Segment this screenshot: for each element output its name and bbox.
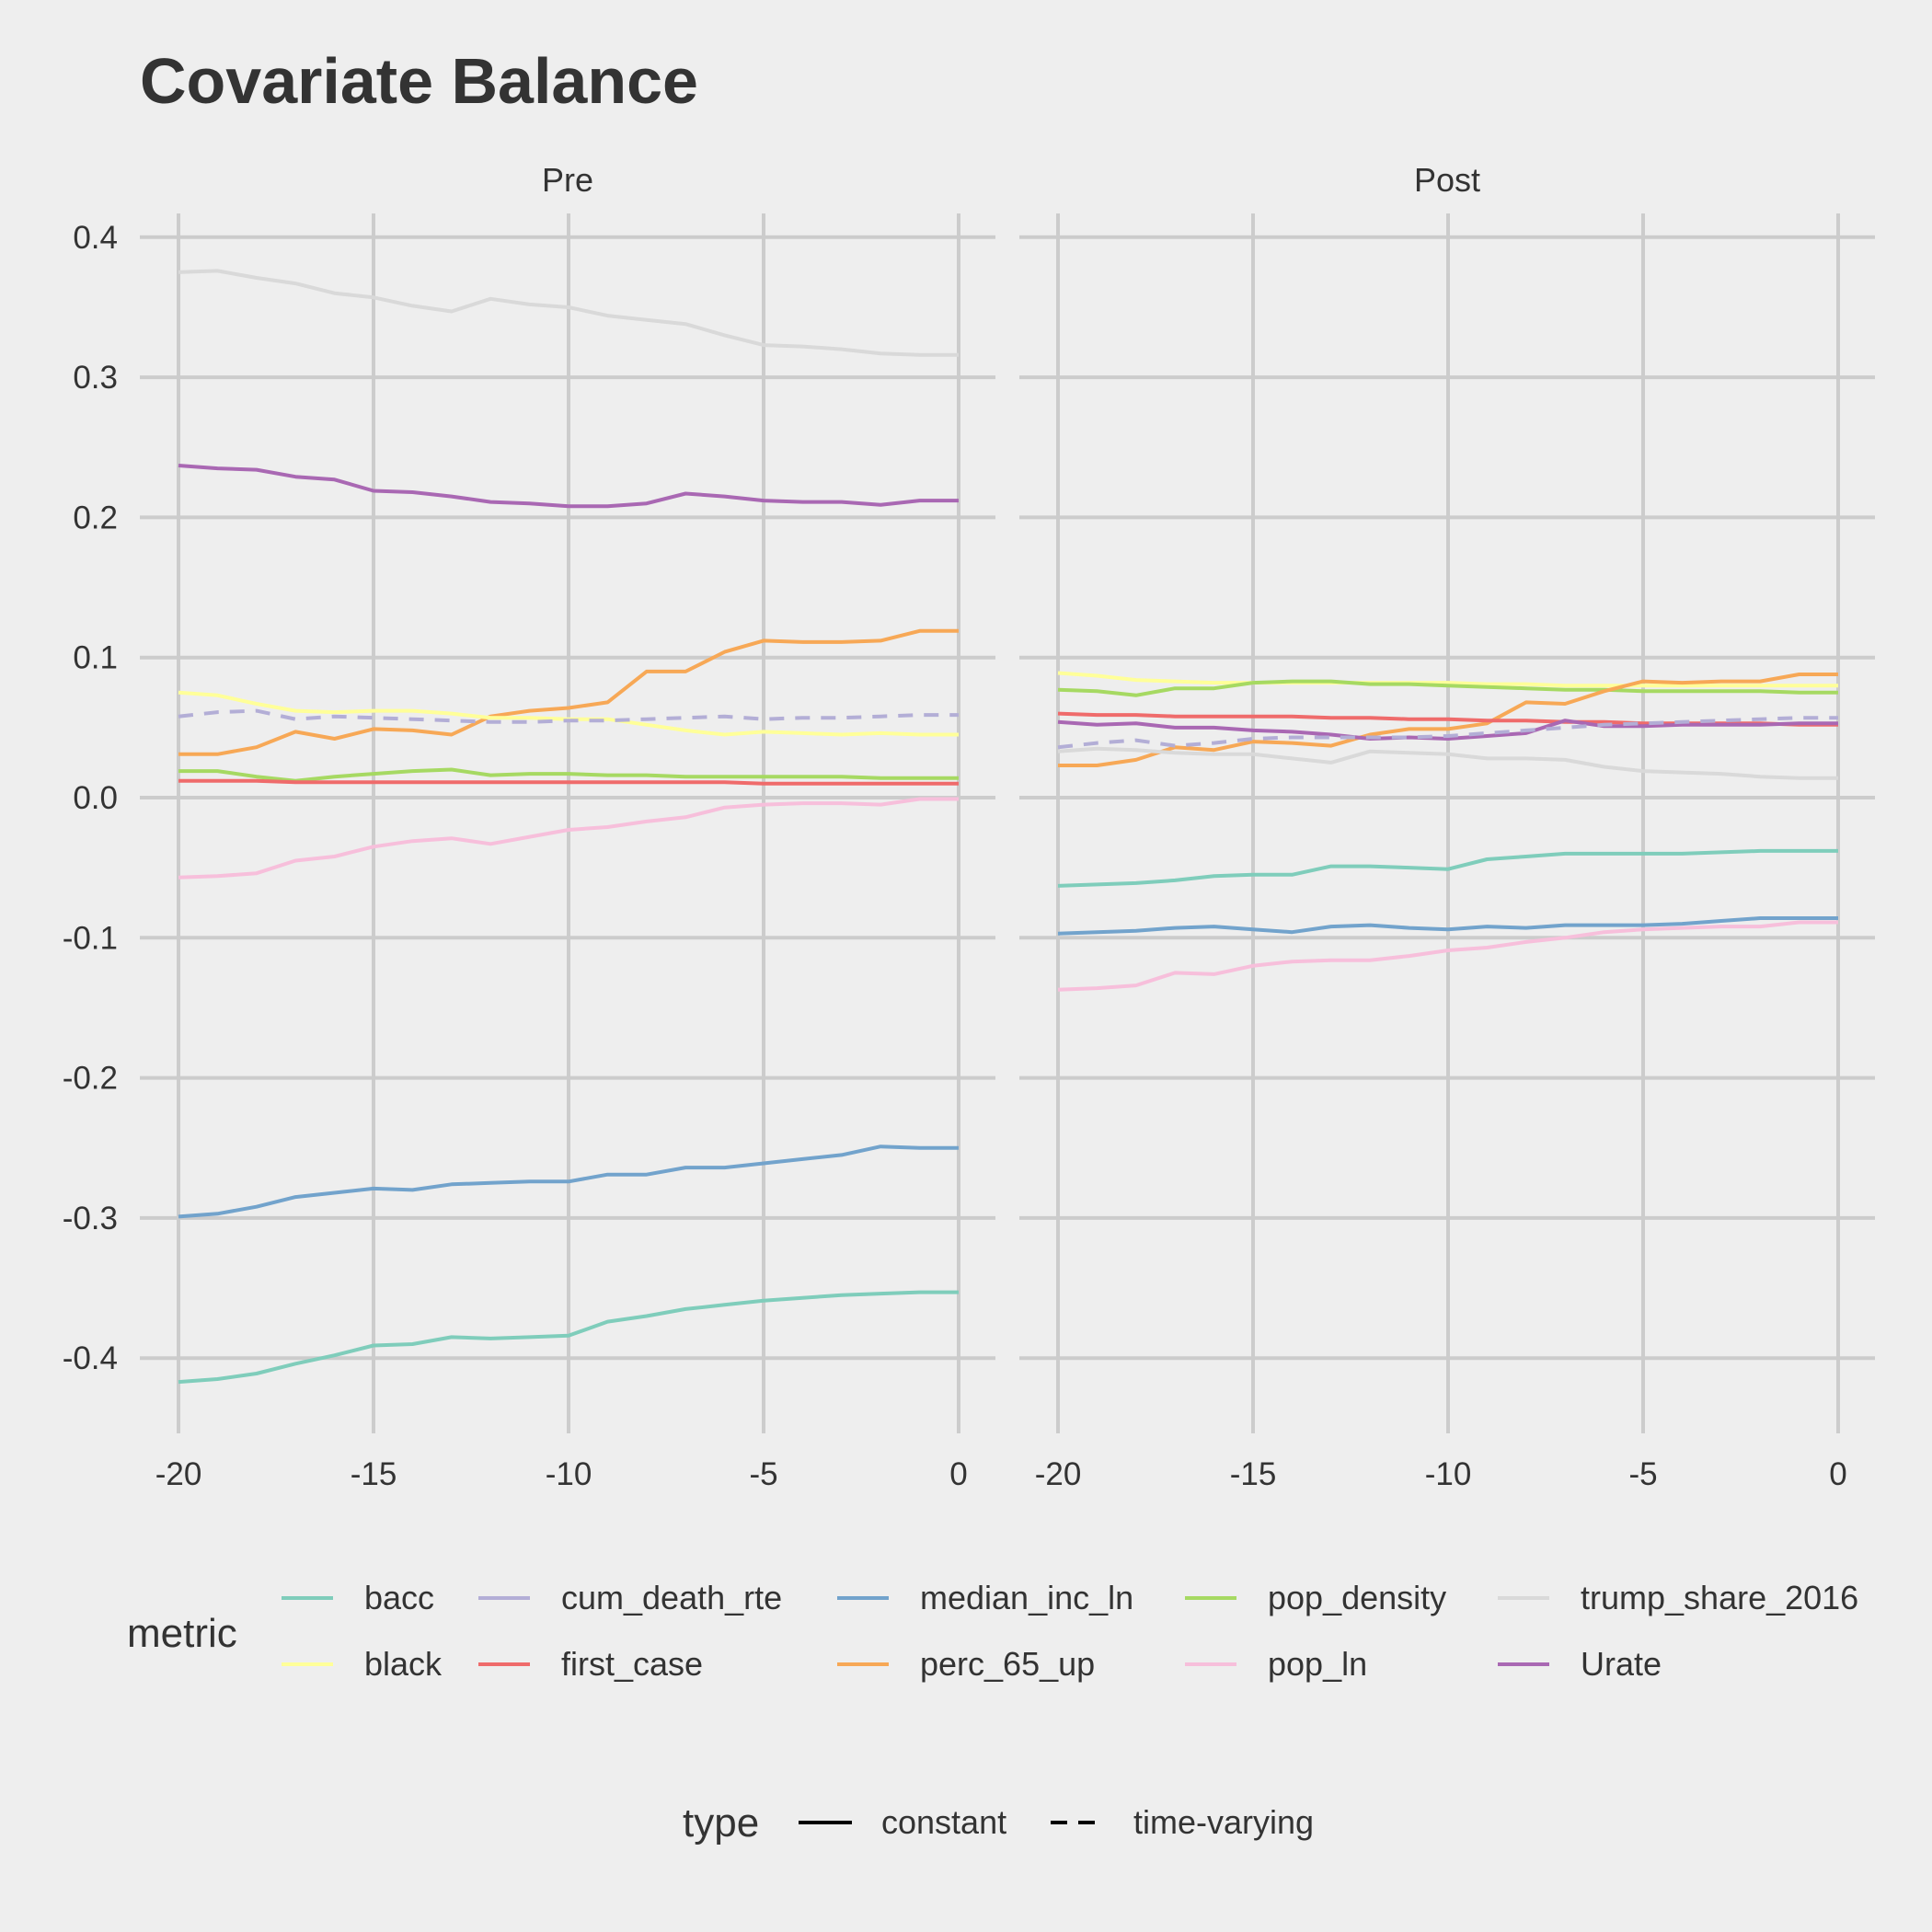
series-line-pop-ln [1057, 920, 1838, 992]
series-line-first-case [178, 778, 959, 786]
legend-label: trump_share_2016 [1581, 1579, 1858, 1616]
series-line-pop-ln [178, 797, 959, 880]
legend-label: first_case [561, 1645, 703, 1683]
series-line-cum-death-rte [178, 708, 959, 724]
metric-legend: metric bacc black cum_death_rte first_case m… [127, 1579, 1858, 1683]
legend-label: constant [881, 1803, 1006, 1841]
x-tick-label: 0 [1829, 1456, 1846, 1492]
legend-item-trump-share-2016: trump_share_2016 [1498, 1579, 1858, 1616]
y-tick-label: -0.4 [63, 1340, 118, 1376]
series-line-median-inc-ln [1057, 916, 1838, 936]
series-line-cum-death-rte [1057, 716, 1838, 750]
panel-strip-label: Post [1414, 161, 1480, 199]
legend-item-pop-density: pop_density [1185, 1579, 1446, 1616]
chart-title: Covariate Balance [140, 45, 698, 117]
y-tick-label: 0.3 [73, 360, 118, 396]
series-line-bacc [1057, 848, 1838, 888]
type-legend: type constant time-varying [683, 1800, 1314, 1846]
facet-panels: Pre -20 -15 -10 -5 0 Post -20 -15 -10 -5 0 [140, 161, 1875, 1492]
legend-item-median-inc-ln: median_inc_ln [837, 1579, 1133, 1616]
series-line-perc-65-up [1058, 673, 1838, 767]
legend-item-perc-65-up: perc_65_up [837, 1645, 1095, 1683]
series-line-urate [178, 464, 959, 509]
x-tick-label: -15 [1230, 1456, 1277, 1492]
x-tick-label: -20 [1035, 1456, 1082, 1492]
legend-item-cum-death-rte: cum_death_rte [478, 1579, 782, 1616]
legend-item-first-case: first_case [478, 1645, 703, 1683]
x-tick-label: 0 [949, 1456, 967, 1492]
series-line-perc-65-up [178, 628, 959, 756]
panel-strip-label: Pre [542, 161, 593, 199]
legend-item-constant: constant [799, 1803, 1006, 1841]
series-line-bacc [178, 1290, 959, 1385]
y-axis: 0.4 0.3 0.2 0.1 0.0 -0.1 -0.2 -0.3 -0.4 [63, 220, 118, 1376]
legend-item-time-varying: time-varying [1051, 1803, 1314, 1841]
legend-label: pop_ln [1268, 1645, 1367, 1683]
legend-item-pop-ln: pop_ln [1185, 1645, 1367, 1683]
legend-label: perc_65_up [920, 1645, 1095, 1683]
metric-legend-title: metric [127, 1611, 237, 1656]
legend-label: cum_death_rte [561, 1579, 782, 1616]
type-legend-title: type [683, 1800, 759, 1846]
y-tick-label: -0.2 [63, 1061, 118, 1097]
y-tick-label: -0.3 [63, 1201, 118, 1236]
x-tick-label: -15 [351, 1456, 397, 1492]
series-line-trump-share-2016 [178, 269, 959, 357]
series-line-urate [1057, 719, 1838, 741]
legend-label: pop_density [1268, 1579, 1446, 1616]
y-tick-label: 0.1 [73, 640, 118, 676]
legend-item-bacc: bacc [282, 1579, 434, 1616]
y-tick-label: 0.4 [73, 220, 118, 256]
series-line-pop-density [178, 767, 959, 783]
panel-pre: Pre -20 -15 -10 -5 0 [140, 161, 995, 1492]
series-line-median-inc-ln [178, 1144, 959, 1219]
legend-item-black: black [282, 1645, 443, 1683]
series-line-pop-density [1057, 679, 1838, 697]
x-tick-label: -20 [155, 1456, 202, 1492]
series-line-black [1057, 671, 1838, 688]
y-tick-label: -0.1 [63, 920, 118, 956]
legend-label: median_inc_ln [920, 1579, 1133, 1616]
y-tick-label: 0.2 [73, 500, 118, 535]
x-tick-label: -10 [546, 1456, 592, 1492]
x-tick-label: -5 [749, 1456, 777, 1492]
x-tick-label: -10 [1425, 1456, 1472, 1492]
legend-label: Urate [1581, 1645, 1662, 1683]
legend-label: bacc [364, 1579, 434, 1616]
y-tick-label: 0.0 [73, 780, 118, 816]
legend-item-urate: Urate [1498, 1645, 1662, 1683]
legend-label: time-varying [1133, 1803, 1314, 1841]
series-line-trump-share-2016 [1057, 746, 1838, 780]
legend-label: black [364, 1645, 443, 1683]
panel-post: Post -20 -15 -10 -5 0 [1019, 161, 1875, 1492]
x-tick-label: -5 [1628, 1456, 1657, 1492]
